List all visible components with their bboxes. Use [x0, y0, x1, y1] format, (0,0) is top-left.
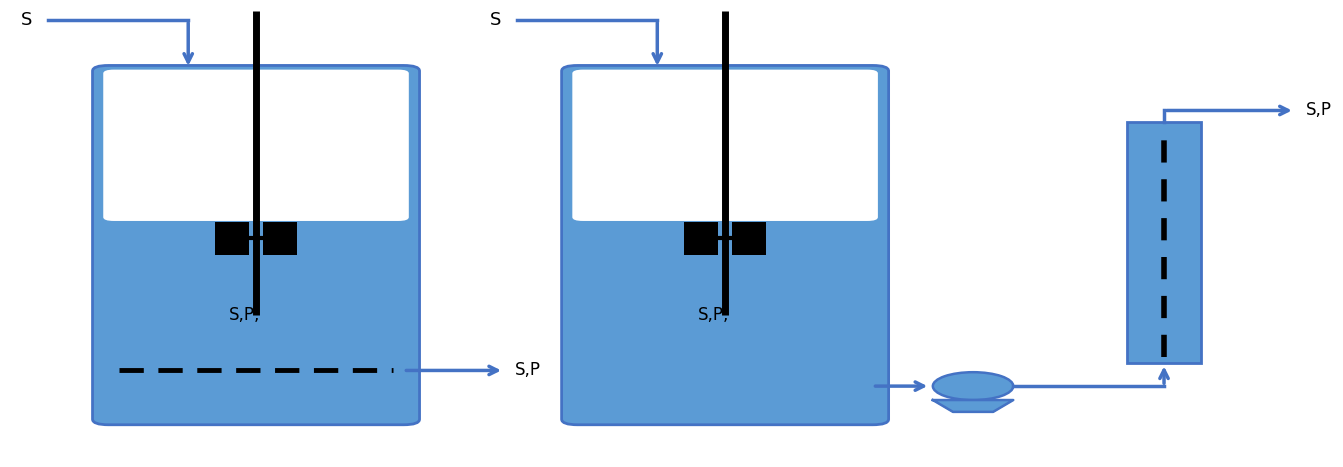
Polygon shape — [933, 400, 1013, 412]
Text: S,P: S,P — [514, 361, 541, 380]
Text: S,P,: S,P, — [697, 306, 729, 324]
Text: S: S — [490, 11, 501, 29]
Text: S: S — [21, 11, 32, 29]
Bar — [263, 222, 297, 255]
Text: S,P: S,P — [1305, 101, 1331, 120]
Bar — [684, 222, 717, 255]
Text: S,P,: S,P, — [228, 306, 261, 324]
Circle shape — [933, 372, 1013, 400]
FancyBboxPatch shape — [572, 70, 878, 221]
Bar — [215, 222, 248, 255]
FancyBboxPatch shape — [103, 70, 408, 221]
FancyBboxPatch shape — [561, 65, 889, 425]
FancyBboxPatch shape — [93, 65, 419, 425]
Bar — [732, 222, 767, 255]
Bar — [1127, 122, 1201, 363]
